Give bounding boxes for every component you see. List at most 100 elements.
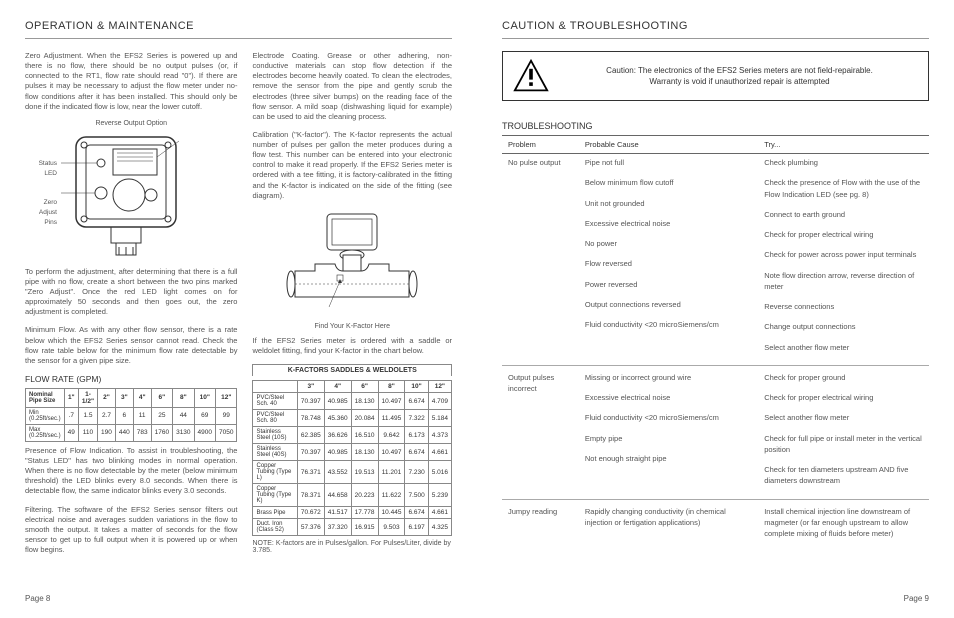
list-item: Missing or incorrect ground wire xyxy=(585,372,752,383)
table-cell: 4.373 xyxy=(428,427,451,444)
table-cell: Duct. Iron (Class 52) xyxy=(253,519,297,536)
table-cell: .7 xyxy=(64,407,78,424)
table-cell: 4.661 xyxy=(428,444,451,461)
list-item: Empty pipe xyxy=(585,433,752,444)
table-cell: 16.915 xyxy=(351,519,378,536)
table-cell: 70.397 xyxy=(297,393,324,410)
table-cell: 1760 xyxy=(151,424,172,441)
perform-adjustment-text: To perform the adjustment, after determi… xyxy=(25,267,237,318)
table-cell: 4.709 xyxy=(428,393,451,410)
table-row: Stainless Steel (10S)62.38536.62616.5109… xyxy=(253,427,452,444)
reverse-output-label: Reverse Output Option xyxy=(25,120,237,127)
table-row: Copper Tubing (Type L)76.37143.55219.513… xyxy=(253,461,452,484)
page-8: OPERATION & MAINTENANCE Zero Adjustment.… xyxy=(25,20,462,603)
table-cell: 440 xyxy=(115,424,133,441)
page-9: CAUTION & TROUBLESHOOTING Caution: The e… xyxy=(492,20,929,603)
table-cell: PVC/Steel Sch. 80 xyxy=(253,410,297,427)
calibration-text: Calibration ("K-factor"). The K-factor r… xyxy=(252,130,452,201)
if-ordered-text: If the EFS2 Series meter is ordered with… xyxy=(252,336,452,356)
filtering-text: Filtering. The software of the EFS2 Seri… xyxy=(25,505,237,556)
list-item: Pipe not full xyxy=(585,157,752,168)
list-item: Fluid conductivity <20 microSiemens/cm xyxy=(585,319,752,330)
table-cell: 6.674 xyxy=(405,444,428,461)
table-cell: 70.397 xyxy=(297,444,324,461)
table-cell: 2.7 xyxy=(98,407,116,424)
table-cell: 9.503 xyxy=(378,519,405,536)
table-cell: 45.360 xyxy=(324,410,351,427)
list-item: Excessive electrical noise xyxy=(585,392,752,403)
table-cell: 10.497 xyxy=(378,393,405,410)
status-led-label: Status LED xyxy=(25,159,57,180)
table-row: Brass Pipe70.67241.51717.77810.4456.6744… xyxy=(253,507,452,519)
table-cell: Stainless Steel (10S) xyxy=(253,427,297,444)
troubleshooting-header: TROUBLESHOOTING xyxy=(502,121,929,131)
table-cell: 11.201 xyxy=(378,461,405,484)
electrode-text: Electrode Coating. Grease or other adher… xyxy=(252,51,452,122)
table-cell: 11.622 xyxy=(378,484,405,507)
table-cell: 11 xyxy=(133,407,151,424)
kfactor-note: NOTE: K-factors are in Pulses/gallon. Fo… xyxy=(252,540,452,554)
flow-rate-table: Nominal Pipe Size1"1-1/2"2"3"4"6"8"10"12… xyxy=(25,388,237,442)
table-cell: Max (0.25ft/sec.) xyxy=(26,424,65,441)
list-item: Check for proper electrical wiring xyxy=(764,229,923,240)
table-cell: 18.130 xyxy=(351,444,378,461)
table-header: 4" xyxy=(324,381,351,393)
left-columns: Zero Adjustment. When the EFS2 Series is… xyxy=(25,51,452,563)
table-header: 3" xyxy=(297,381,324,393)
table-cell: 57.376 xyxy=(297,519,324,536)
table-cell: 62.385 xyxy=(297,427,324,444)
table-cell: 20.084 xyxy=(351,410,378,427)
table-cell: PVC/Steel Sch. 40 xyxy=(253,393,297,410)
table-cell: 49 xyxy=(64,424,78,441)
table-cell: Copper Tubing (Type K) xyxy=(253,484,297,507)
table-cell: 20.223 xyxy=(351,484,378,507)
table-cell: 44.658 xyxy=(324,484,351,507)
table-cell: 7.230 xyxy=(405,461,428,484)
table-cell: Min (0.25ft/sec.) xyxy=(26,407,65,424)
table-cell: 41.517 xyxy=(324,507,351,519)
list-item: Flow reversed xyxy=(585,258,752,269)
table-row: Output pulses incorrect Missing or incor… xyxy=(502,365,929,499)
left-col-b: Electrode Coating. Grease or other adher… xyxy=(252,51,452,563)
cause-cell: Rapidly changing conductivity (in chemic… xyxy=(579,499,758,551)
page-header-left: OPERATION & MAINTENANCE xyxy=(25,20,452,39)
table-cell: 1.5 xyxy=(78,407,97,424)
table-cell: 16.510 xyxy=(351,427,378,444)
list-item: Not enough straight pipe xyxy=(585,453,752,464)
problem-cell: No pulse output xyxy=(502,154,579,366)
table-cell: 10.497 xyxy=(378,444,405,461)
table-row: Duct. Iron (Class 52)57.37637.32016.9159… xyxy=(253,519,452,536)
table-cell: 18.130 xyxy=(351,393,378,410)
table-header: 1" xyxy=(64,388,78,407)
table-row: No pulse output Pipe not fullBelow minim… xyxy=(502,154,929,366)
table-row: Min (0.25ft/sec.).71.52.761125446999 xyxy=(26,407,237,424)
table-header: 2" xyxy=(98,388,116,407)
table-cell: 190 xyxy=(98,424,116,441)
table-cell: 5.184 xyxy=(428,410,451,427)
table-cell: 9.642 xyxy=(378,427,405,444)
list-item: Install chemical injection line downstre… xyxy=(764,506,923,540)
table-cell: Brass Pipe xyxy=(253,507,297,519)
th-try: Try... xyxy=(758,136,929,154)
table-cell: 11.495 xyxy=(378,410,405,427)
zero-adjust-pins-label: Zero Adjust Pins xyxy=(25,198,57,229)
cause-cell: Pipe not fullBelow minimum flow cutoffUn… xyxy=(579,154,758,366)
table-cell: 3130 xyxy=(173,424,194,441)
list-item: Check plumbing xyxy=(764,157,923,168)
table-cell: 40.985 xyxy=(324,444,351,461)
try-cell: Install chemical injection line downstre… xyxy=(758,499,929,551)
try-cell: Check for proper groundCheck for proper … xyxy=(758,365,929,499)
page-footer-right: Page 9 xyxy=(502,586,929,603)
table-cell: 4900 xyxy=(194,424,215,441)
table-cell: 44 xyxy=(173,407,194,424)
list-item: Check for full pipe or install meter in … xyxy=(764,433,923,456)
list-item: Check for power across power input termi… xyxy=(764,249,923,260)
device-diagram: Status LED Zero Adjust Pins xyxy=(25,129,237,259)
sensor-diagram-icon xyxy=(61,129,191,259)
table-cell: 99 xyxy=(216,407,237,424)
table-row: PVC/Steel Sch. 4070.39740.98518.13010.49… xyxy=(253,393,452,410)
table-cell: 78.371 xyxy=(297,484,324,507)
table-cell: 5.239 xyxy=(428,484,451,507)
tee-fitting-diagram: Find Your K-Factor Here xyxy=(252,209,452,330)
table-cell: 19.513 xyxy=(351,461,378,484)
